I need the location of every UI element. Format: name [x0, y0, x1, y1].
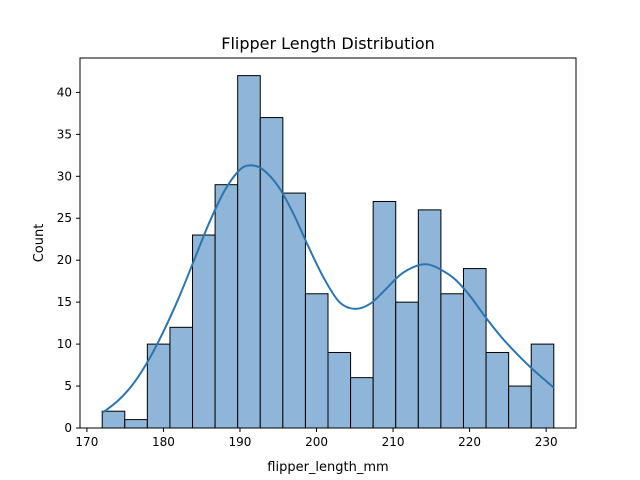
x-tick-label: 170: [75, 435, 98, 449]
histogram-bar-4: [192, 234, 216, 429]
y-tick-label: 30: [57, 169, 72, 183]
x-tick-label: 230: [535, 435, 558, 449]
histogram-bar-14: [417, 209, 442, 429]
plot-frame: [79, 57, 577, 429]
y-tick-label: 40: [57, 85, 72, 99]
histogram-bar-5: [214, 184, 239, 429]
histogram-bar-6: [237, 75, 261, 429]
x-tick-label: 200: [305, 435, 328, 449]
x-tick-label: 210: [382, 435, 405, 449]
x-tick-label: 220: [458, 435, 481, 449]
x-tick-label: 190: [229, 435, 252, 449]
histogram-bar-3: [169, 326, 194, 429]
histogram-bars: [101, 75, 555, 429]
y-axis-ticks: 0 5 10 15 20 25 30 35 40: [57, 85, 80, 435]
histogram-bar-12: [372, 200, 397, 429]
x-axis-ticks: 170 180 190 200 210 220 230: [75, 428, 558, 449]
y-tick-label: 0: [64, 421, 72, 435]
histogram-bar-13: [395, 301, 419, 429]
histogram-bar-18: [508, 385, 532, 429]
y-tick-label: 15: [57, 295, 72, 309]
histogram-bar-11: [350, 377, 374, 429]
histogram-bar-8: [282, 192, 306, 429]
histogram-bar-7: [259, 117, 284, 429]
y-tick-label: 35: [57, 127, 72, 141]
histogram-bar-10: [327, 351, 352, 429]
y-tick-label: 25: [57, 211, 72, 225]
histogram-bar-0: [101, 410, 126, 429]
y-axis-label: Count: [32, 224, 47, 263]
histogram-bar-17: [485, 351, 510, 429]
chart-title: Flipper Length Distribution: [221, 34, 435, 53]
y-tick-label: 20: [57, 253, 72, 267]
x-axis-label: flipper_length_mm: [267, 460, 388, 475]
y-tick-label: 10: [57, 337, 72, 351]
kde-curve: [101, 164, 555, 414]
y-tick-label: 5: [64, 379, 72, 393]
histogram-bar-1: [124, 419, 148, 429]
histogram-bar-9: [304, 293, 329, 429]
histogram-bar-15: [440, 293, 464, 429]
x-tick-label: 180: [152, 435, 175, 449]
